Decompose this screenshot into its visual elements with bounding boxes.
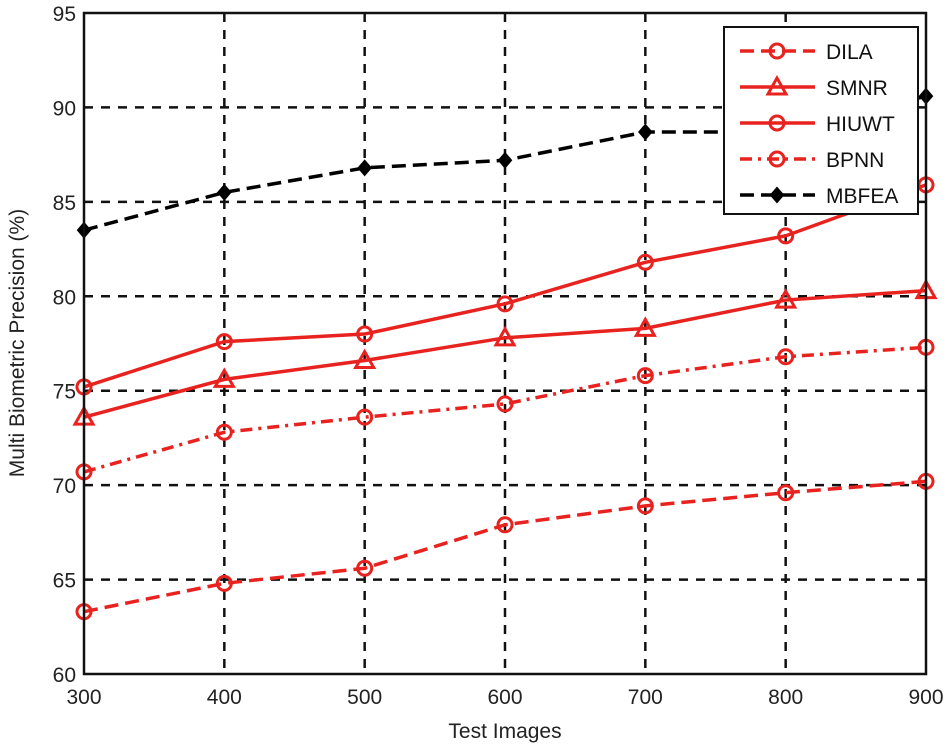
triangle-marker [633,316,657,337]
circle-marker [356,408,374,426]
legend-label: SMNR [826,77,888,100]
legend-item-mbfea: MBFEA [740,185,898,208]
legend-label: MBFEA [826,185,898,208]
diamond-marker [769,186,785,204]
circle-marker [768,114,786,132]
triangle-marker [212,367,236,388]
circle-marker [636,253,654,271]
y-tick-label: 85 [53,192,76,215]
circle-marker [636,497,654,515]
y-tick-label: 90 [53,97,76,120]
circle-marker [777,227,795,245]
circle-marker [496,516,514,534]
series-line [83,479,927,614]
y-tick-label: 70 [53,475,76,498]
circle-marker [356,325,374,343]
triangle-marker [765,74,789,96]
triangle-marker [774,288,798,309]
y-axis-title: Multi Biometric Precision (%) [6,209,29,477]
diamond-marker [638,123,653,141]
circle-marker [215,333,233,351]
circle-marker [215,574,233,592]
circle-marker [768,42,786,60]
series-line [83,183,927,389]
series-line [83,345,927,474]
diamond-marker [357,159,372,177]
x-tick-label: 900 [908,686,943,709]
y-tick-label: 60 [53,664,76,687]
triangle-marker [353,348,377,369]
legend-item-dila: DILA [740,41,873,64]
x-tick-label: 400 [207,686,242,709]
diamond-marker [497,151,513,169]
x-tick-label: 700 [628,686,663,709]
circle-marker [496,295,514,313]
diamond-marker [217,183,232,201]
legend-label: BPNN [826,149,884,172]
legend-label: DILA [826,41,873,64]
circle-marker [777,484,795,502]
y-tick-label: 75 [53,381,76,404]
legend-item-bpnn: BPNN [740,149,884,172]
circle-marker [636,367,654,385]
legend-label: HIUWT [826,113,895,136]
circle-marker [496,395,514,413]
x-axis-title: Test Images [448,720,561,743]
y-tick-label: 95 [53,3,76,26]
circle-marker [768,150,786,168]
legend-box [723,26,919,215]
y-tick-label: 65 [53,570,76,593]
y-tick-label: 80 [53,286,76,309]
plot-frame [82,11,928,676]
x-axis-ticks: 300 400 500 600 700 800 900 [66,686,943,709]
legend-item-hiuwt: HIUWT [740,113,895,136]
series-line [83,288,927,419]
x-tick-label: 500 [347,686,382,709]
circle-marker [356,559,374,577]
y-axis-ticks: 60 65 70 75 80 85 90 95 [53,3,76,687]
legend-item-smnr: SMNR [740,74,888,100]
x-tick-label: 800 [768,686,803,709]
circle-marker [215,423,233,441]
x-tick-label: 600 [487,686,522,709]
legend: DILA SMNR HIUWT BPNN MBFEA [723,26,919,215]
triangle-marker [493,325,517,347]
circle-marker [777,348,795,366]
x-tick-label: 300 [66,686,101,709]
